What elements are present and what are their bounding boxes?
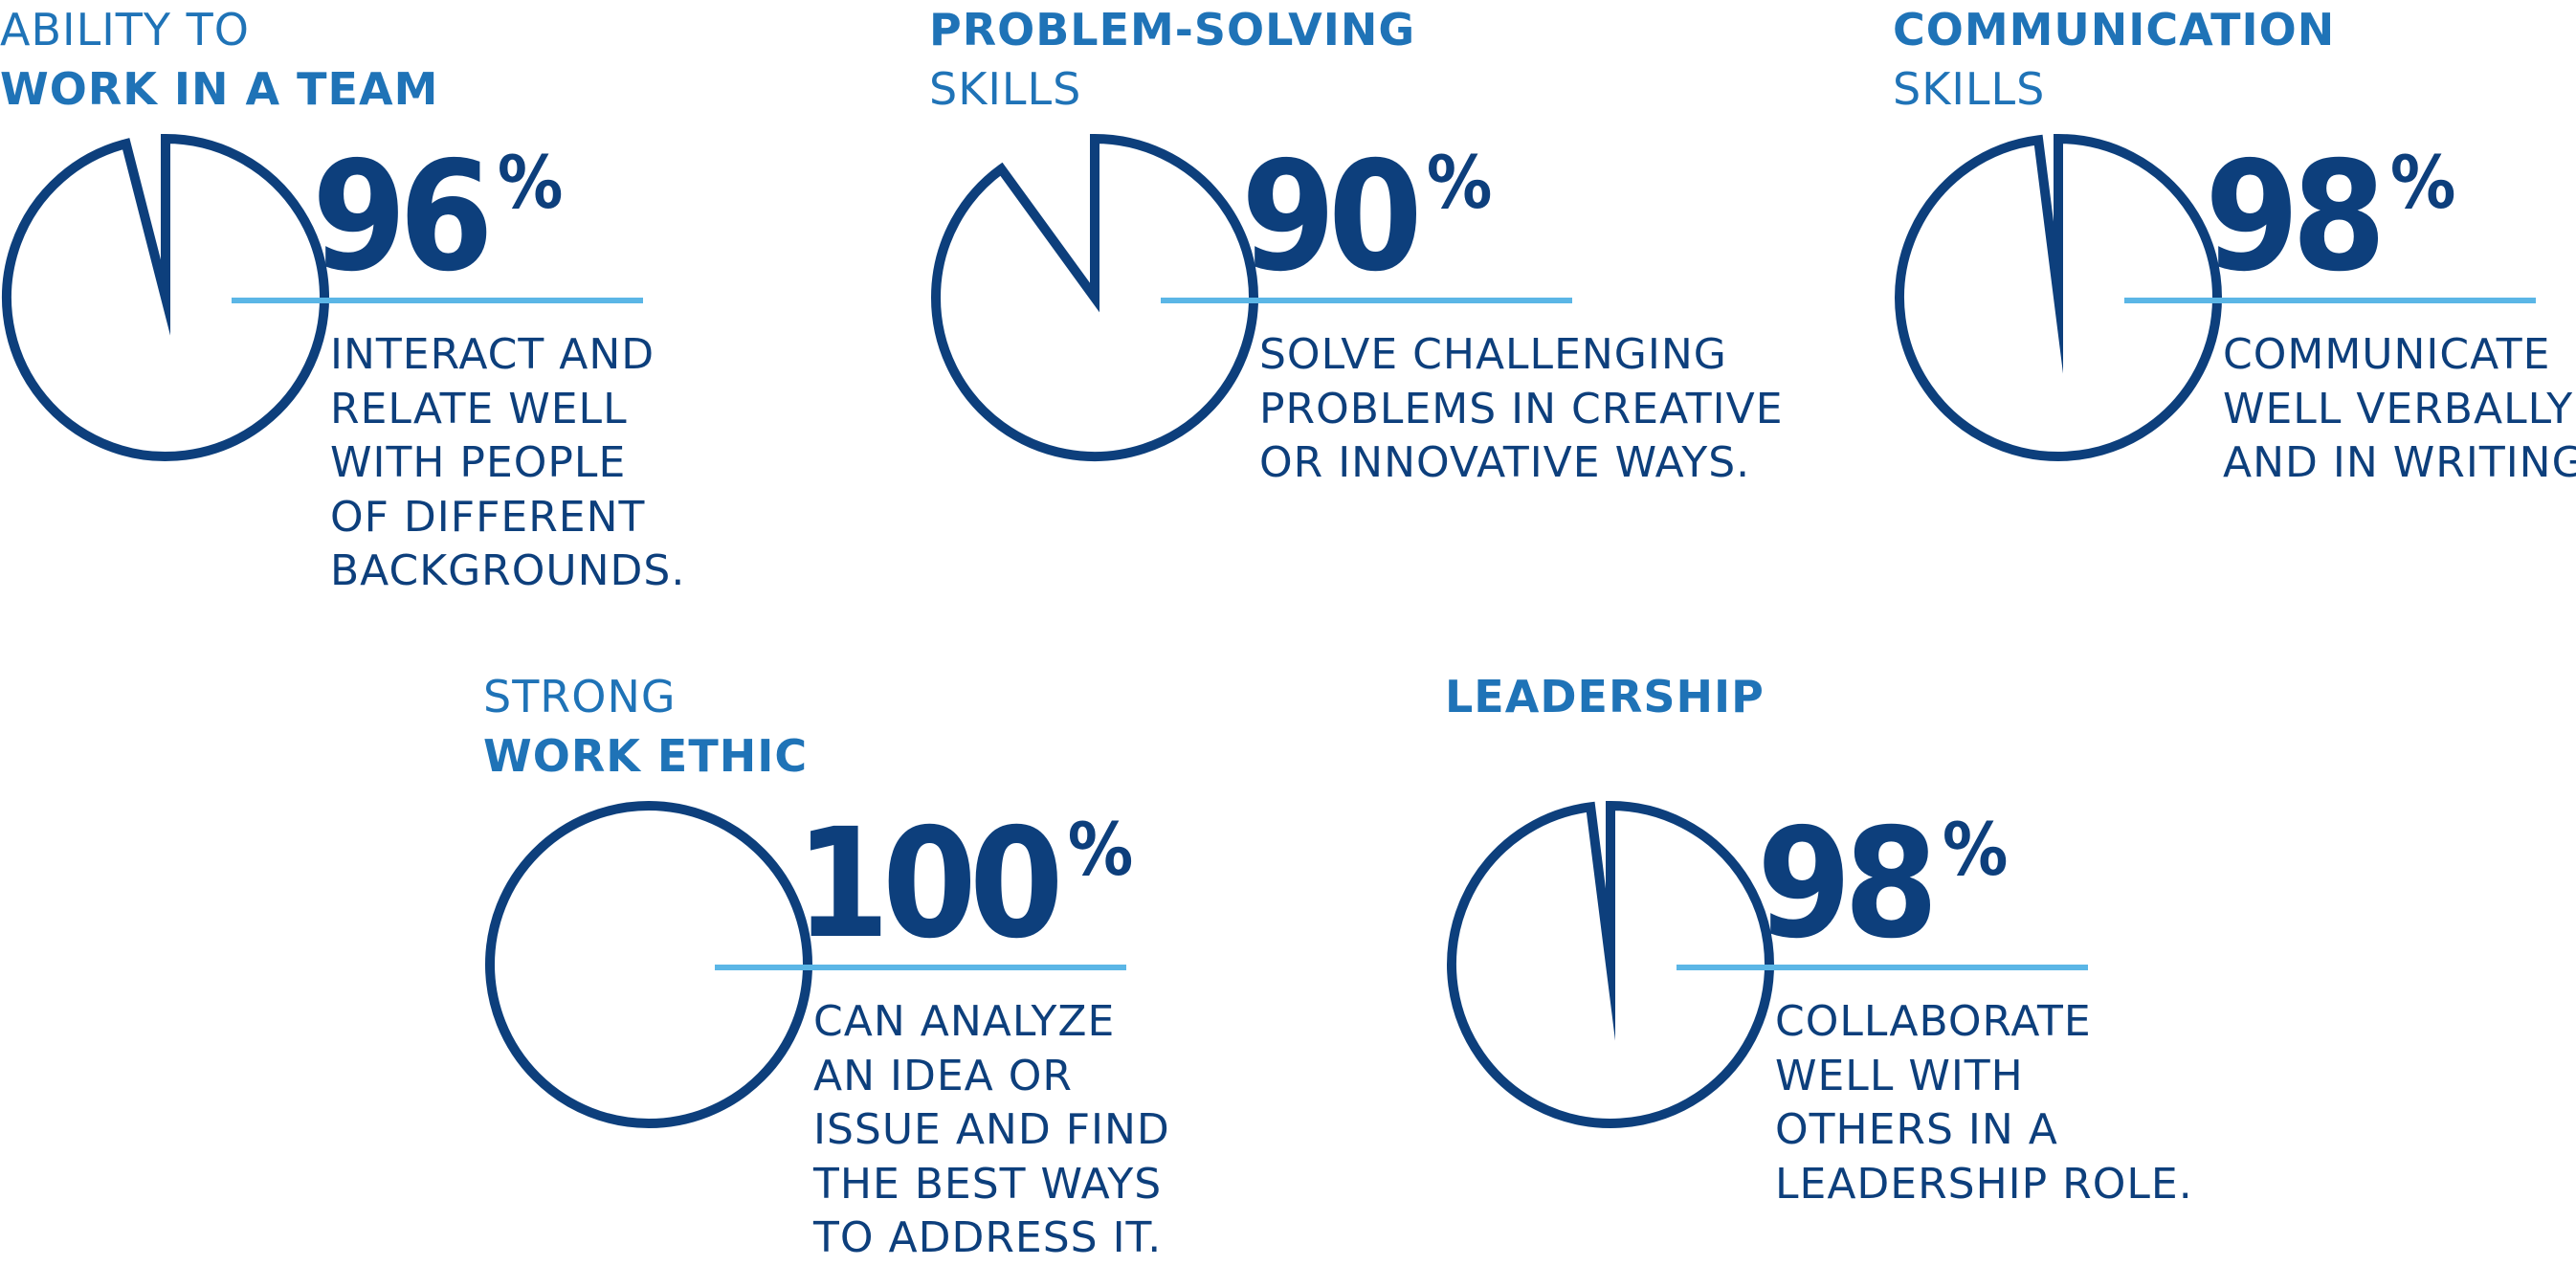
description: COMMUNICATE WELL VERBALLY AND IN WRITING…	[2223, 328, 2576, 491]
pie-chart	[1895, 133, 2222, 461]
pie-slice-filled	[1895, 133, 2222, 461]
pie-slice-filled	[2, 133, 329, 461]
pie-slice-filled	[931, 133, 1258, 461]
divider-line	[2124, 298, 2536, 303]
description: INTERACT AND RELATE WELL WITH PEOPLE OF …	[330, 328, 685, 599]
percentage-number: 98	[1757, 796, 1939, 972]
pie-chart	[1447, 800, 1774, 1128]
description-line: PROBLEMS IN CREATIVE	[1259, 384, 1784, 433]
pie-chart	[931, 133, 1258, 461]
description-line: SOLVE CHALLENGING	[1259, 330, 1727, 379]
title-line-bold: WORK ETHIC	[483, 730, 809, 782]
percent-sign: %	[1942, 807, 2009, 892]
divider-line	[1677, 965, 2088, 970]
title-line: STRONG	[483, 671, 677, 722]
description-line: AND IN WRITING.	[2223, 438, 2576, 487]
card-title: PROBLEM-SOLVING SKILLS	[929, 0, 1415, 119]
description-line: WELL VERBALLY	[2223, 384, 2574, 433]
percentage-value: 96%	[312, 140, 563, 293]
percentage-value: 98%	[1757, 807, 2008, 960]
percentage-number: 96	[312, 129, 494, 305]
pie-chart	[2, 133, 329, 461]
description: CAN ANALYZE AN IDEA OR ISSUE AND FIND TH…	[813, 995, 1170, 1266]
title-line: SKILLS	[929, 63, 1082, 115]
percentage-number: 98	[2205, 129, 2387, 305]
card-title: LEADERSHIP	[1445, 667, 1765, 726]
title-line-bold: LEADERSHIP	[1445, 671, 1765, 722]
percentage-value: 90%	[1241, 140, 1492, 293]
description-line: OTHERS IN A	[1775, 1105, 2058, 1154]
description-line: ISSUE AND FIND	[813, 1105, 1170, 1154]
title-line: ABILITY TO	[0, 4, 250, 56]
description-line: OF DIFFERENT	[330, 492, 646, 542]
percentage-number: 90	[1241, 129, 1423, 305]
description-line: COMMUNICATE	[2223, 330, 2551, 379]
title-line: SKILLS	[1893, 63, 2046, 115]
description-line: CAN ANALYZE	[813, 997, 1116, 1046]
description-line: WELL WITH	[1775, 1051, 2024, 1100]
description-line: AN IDEA OR	[813, 1051, 1073, 1100]
description-line: BACKGROUNDS.	[330, 546, 686, 595]
card-title: ABILITY TO WORK IN A TEAM	[0, 0, 438, 119]
title-line-bold: PROBLEM-SOLVING	[929, 4, 1416, 56]
description: SOLVE CHALLENGING PROBLEMS IN CREATIVE O…	[1259, 328, 1784, 491]
percentage-value: 98%	[2205, 140, 2455, 293]
description-line: INTERACT AND	[330, 330, 655, 379]
divider-line	[715, 965, 1126, 970]
description-line: WITH PEOPLE	[330, 438, 627, 487]
pie-slice-filled	[1447, 800, 1774, 1128]
title-line-bold: COMMUNICATION	[1893, 4, 2336, 56]
percent-sign: %	[1426, 140, 1493, 225]
description-line: RELATE WELL	[330, 384, 628, 433]
description-line: OR INNOVATIVE WAYS.	[1259, 438, 1751, 487]
card-title: COMMUNICATION SKILLS	[1893, 0, 2335, 119]
percentage-value: 100%	[795, 807, 1133, 960]
percentage-number: 100	[795, 796, 1064, 972]
description-line: LEADERSHIP ROLE.	[1775, 1159, 2193, 1209]
percent-sign: %	[1067, 807, 1134, 892]
divider-line	[1161, 298, 1572, 303]
description-line: COLLABORATE	[1775, 997, 2092, 1046]
description-line: TO ADDRESS IT.	[813, 1213, 1163, 1262]
percent-sign: %	[2389, 140, 2456, 225]
description-line: THE BEST WAYS	[813, 1159, 1163, 1209]
card-title: STRONG WORK ETHIC	[483, 667, 808, 786]
divider-line	[232, 298, 643, 303]
title-line-bold: WORK IN A TEAM	[0, 63, 439, 115]
percent-sign: %	[497, 140, 564, 225]
description: COLLABORATE WELL WITH OTHERS IN A LEADER…	[1775, 995, 2193, 1211]
